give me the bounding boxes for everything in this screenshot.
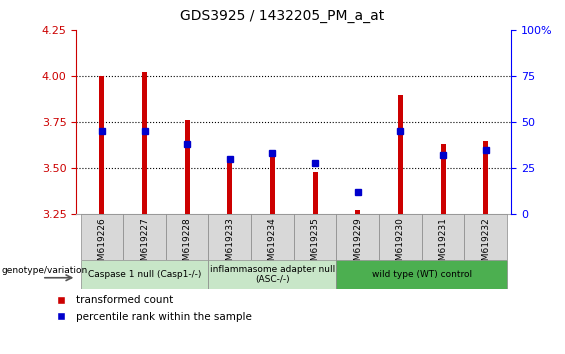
Bar bbox=[312, 172, 318, 214]
Bar bbox=[421, 214, 464, 260]
Bar bbox=[270, 155, 275, 214]
Text: GSM619229: GSM619229 bbox=[353, 217, 362, 272]
Bar bbox=[294, 214, 336, 260]
Bar bbox=[227, 159, 232, 214]
Bar bbox=[208, 260, 336, 289]
Text: GSM619231: GSM619231 bbox=[438, 217, 447, 272]
Bar bbox=[99, 76, 105, 214]
Text: inflammasome adapter null
(ASC-/-): inflammasome adapter null (ASC-/-) bbox=[210, 265, 335, 284]
Legend: transformed count, percentile rank within the sample: transformed count, percentile rank withi… bbox=[50, 296, 253, 322]
Text: GSM619233: GSM619233 bbox=[225, 217, 234, 272]
Text: Caspase 1 null (Casp1-/-): Caspase 1 null (Casp1-/-) bbox=[88, 270, 201, 279]
Bar bbox=[398, 95, 403, 214]
Bar bbox=[251, 214, 294, 260]
Bar bbox=[336, 260, 507, 289]
Bar bbox=[379, 214, 421, 260]
Text: wild type (WT) control: wild type (WT) control bbox=[372, 270, 472, 279]
Bar bbox=[81, 214, 123, 260]
Text: genotype/variation: genotype/variation bbox=[2, 267, 88, 275]
Bar bbox=[336, 214, 379, 260]
Text: GSM619232: GSM619232 bbox=[481, 217, 490, 272]
Text: GSM619228: GSM619228 bbox=[182, 217, 192, 272]
Bar bbox=[441, 144, 446, 214]
Text: GSM619234: GSM619234 bbox=[268, 217, 277, 272]
Bar bbox=[483, 141, 488, 214]
Bar bbox=[123, 214, 166, 260]
Bar bbox=[166, 214, 208, 260]
Bar bbox=[81, 260, 208, 289]
Bar bbox=[464, 214, 507, 260]
Text: GDS3925 / 1432205_PM_a_at: GDS3925 / 1432205_PM_a_at bbox=[180, 9, 385, 23]
Text: GSM619230: GSM619230 bbox=[396, 217, 405, 272]
Text: GSM619227: GSM619227 bbox=[140, 217, 149, 272]
Text: GSM619226: GSM619226 bbox=[97, 217, 106, 272]
Bar bbox=[142, 73, 147, 214]
Bar bbox=[355, 211, 360, 214]
Text: GSM619235: GSM619235 bbox=[311, 217, 320, 272]
Bar bbox=[208, 214, 251, 260]
Bar bbox=[185, 120, 190, 214]
